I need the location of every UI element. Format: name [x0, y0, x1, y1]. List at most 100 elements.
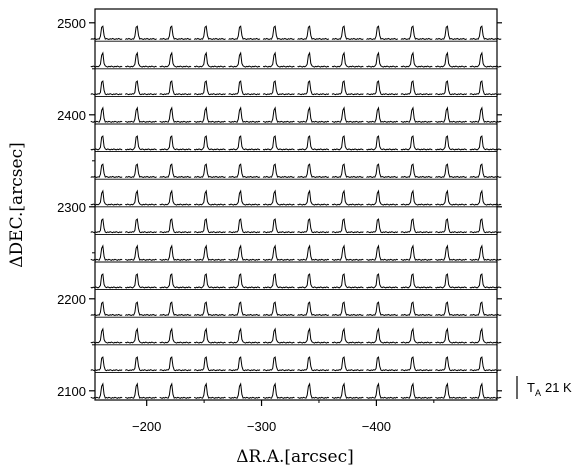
spectrum-trace — [159, 163, 192, 179]
spectrum-trace — [366, 51, 399, 68]
spectrum-trace — [366, 106, 399, 123]
x-axis-title: ΔR.A.[arcsec] — [236, 447, 354, 467]
spectrum-trace — [331, 106, 364, 123]
spectrum-trace — [262, 356, 295, 372]
spectrum-trace — [228, 301, 261, 317]
spectrum-trace — [331, 273, 364, 289]
spectrum-trace — [228, 273, 261, 289]
spectrum-trace — [90, 135, 123, 151]
spectrum-trace — [435, 327, 467, 344]
spectrum-trace — [193, 327, 226, 344]
spectrum-trace — [469, 218, 502, 234]
spectrum-trace — [331, 51, 364, 68]
scale-bar-symbol: T — [527, 380, 535, 395]
spectrum-trace — [400, 327, 433, 344]
spectrum-trace — [90, 218, 123, 234]
spectrum-trace — [90, 273, 123, 289]
spectrum-trace — [297, 135, 330, 151]
spectrum-trace — [159, 135, 192, 151]
spectrum-trace — [435, 301, 468, 317]
spectrum-trace — [366, 382, 399, 399]
spectrum-trace — [331, 25, 364, 41]
spectrum-trace — [262, 106, 295, 123]
spectrum-trace — [297, 218, 330, 234]
spectrum-trace — [469, 244, 502, 261]
spectrum-trace — [262, 25, 295, 41]
spectrum-trace — [469, 382, 502, 399]
spectrum-trace — [366, 356, 399, 372]
spectrum-trace — [159, 382, 192, 399]
spectrum-trace — [228, 25, 261, 41]
spectrum-trace — [90, 25, 123, 41]
y-axis: 2100 2200 2300 2400 2500 — [57, 16, 502, 399]
spectrum-trace — [469, 301, 502, 317]
spectrum-trace — [125, 327, 157, 344]
spectrum-trace — [193, 273, 226, 289]
spectrum-trace — [400, 189, 433, 206]
spectrum-trace — [435, 356, 468, 372]
spectrum-trace — [159, 301, 192, 317]
spectrum-trace — [193, 189, 226, 206]
spectrum-trace — [159, 80, 192, 96]
spectrum-trace — [331, 382, 364, 399]
spectrum-trace — [228, 106, 261, 123]
spectrum-trace — [193, 80, 226, 96]
spectrum-trace — [262, 135, 295, 151]
spectrum-trace — [228, 51, 261, 68]
spectrum-trace — [125, 106, 157, 123]
spectrum-trace — [400, 80, 433, 96]
spectrum-trace — [331, 356, 364, 372]
spectrum-trace — [159, 106, 192, 123]
y-tick-label: 2100 — [57, 384, 86, 399]
x-tick-label: −200 — [132, 419, 161, 434]
spectrum-trace — [469, 80, 502, 96]
spectrum-trace — [331, 80, 364, 96]
spectrum-trace — [469, 163, 502, 179]
spectrum-trace — [159, 273, 192, 289]
spectrum-trace — [435, 244, 467, 261]
spectrum-trace — [262, 51, 295, 68]
spectrum-trace — [297, 106, 330, 123]
spectrum-trace — [90, 356, 123, 372]
spectrum-trace — [366, 25, 399, 41]
spectrum-trace — [193, 163, 226, 179]
spectrum-trace — [469, 327, 502, 344]
spectrum-trace — [228, 218, 261, 234]
spectrum-trace — [297, 163, 330, 179]
spectrum-trace — [124, 356, 157, 372]
spectrum-trace — [193, 301, 226, 317]
spectrum-trace — [435, 382, 467, 399]
spectrum-trace — [366, 163, 399, 179]
spectrum-trace — [90, 80, 123, 96]
spectrum-trace — [435, 189, 467, 206]
spectrum-trace — [124, 301, 157, 317]
spectrum-trace — [125, 51, 157, 68]
spectrum-trace — [228, 135, 261, 151]
spectrum-trace — [435, 135, 467, 151]
spectrum-trace — [159, 51, 192, 68]
y-tick-label: 2300 — [57, 200, 86, 215]
spectrum-trace — [90, 382, 123, 399]
spectrum-trace — [469, 135, 502, 151]
y-tick-label: 2500 — [57, 16, 86, 31]
spectrum-trace — [159, 327, 192, 344]
spectrum-trace — [469, 273, 502, 289]
spectrum-trace — [262, 189, 295, 206]
spectrum-trace — [366, 189, 399, 206]
x-tick-label: −300 — [247, 419, 276, 434]
spectrum-trace — [90, 301, 123, 317]
spectrum-trace — [228, 163, 261, 179]
spectrum-trace — [262, 273, 295, 289]
spectrum-trace — [90, 189, 123, 206]
scale-bar-subscript: A — [535, 388, 541, 398]
spectrum-trace — [331, 244, 364, 261]
spectrum-trace — [435, 25, 468, 41]
spectrum-trace — [400, 382, 433, 399]
spectrum-trace — [400, 244, 433, 261]
spectrum-trace — [228, 382, 261, 399]
spectrum-trace — [331, 218, 364, 234]
spectrum-trace — [262, 163, 295, 179]
spectrum-trace — [331, 327, 364, 344]
spectrum-trace — [435, 80, 468, 96]
spectrum-trace — [400, 218, 433, 234]
